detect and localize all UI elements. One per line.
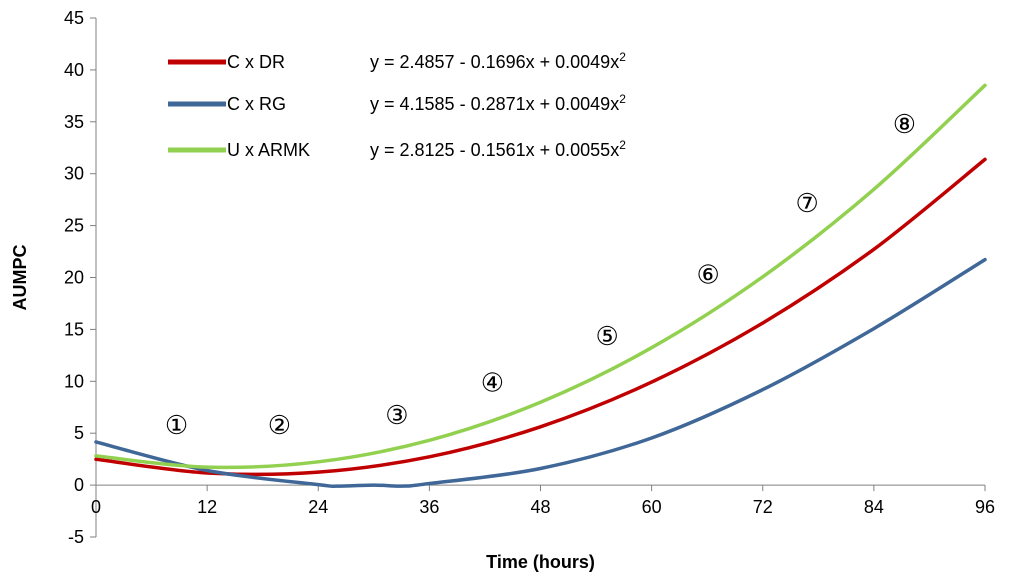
equation-exponent: 2 [619,92,626,106]
x-tick-label: 60 [642,497,662,517]
x-tick-label: 84 [864,497,884,517]
equation-exponent: 2 [619,138,626,152]
y-tick-label: -5 [68,527,84,547]
annotation-layer: ① ② ③ ④ ⑤ ⑥ ⑦ ⑧ [165,110,916,440]
annotation-marker-5: ⑤ [596,322,619,351]
y-axis-title: AUMPC [10,245,30,311]
legend: C x DR y = 2.4857 - 0.1696x + 0.0049x2 C x… [168,50,626,160]
x-tick-label: 48 [530,497,550,517]
x-tick-label: 72 [753,497,773,517]
annotation-marker-7: ⑦ [796,189,819,218]
equation-2: y = 4.1585 - 0.2871x + 0.0049x2 [370,92,626,114]
y-tick-label: 35 [64,112,84,132]
annotation-marker-4: ④ [481,369,504,398]
series-line-3 [94,83,987,470]
y-tick-label: 10 [64,371,84,391]
y-tick-label: 25 [64,216,84,236]
y-tick-label: 30 [64,164,84,184]
annotation-marker-3: ③ [385,401,408,430]
y-tick-label: 0 [74,475,84,495]
x-tick-label: 12 [197,497,217,517]
x-tick-label: 24 [308,497,328,517]
legend-label-3: U x ARMK [227,140,310,160]
annotation-marker-8: ⑧ [893,110,916,139]
annotation-marker-2: ② [268,411,291,440]
x-tick-label: 36 [419,497,439,517]
equation-1: y = 2.4857 - 0.1696x + 0.0049x2 [370,50,626,72]
x-tick-label: 96 [975,497,995,517]
y-tick-label: 5 [74,423,84,443]
legend-label-2: C x RG [227,94,286,114]
series-layer [94,83,987,489]
legend-label-1: C x DR [227,52,285,72]
y-tick-label: 40 [64,60,84,80]
x-tick-label: 0 [91,497,101,517]
equation-exponent: 2 [619,50,626,64]
series-line-2 [94,257,987,489]
y-tick-label: 20 [64,268,84,288]
y-tick-label: 45 [64,8,84,28]
y-tick-label: 15 [64,319,84,339]
axes: -5 0 5 10 15 20 25 30 35 40 45 0 12 24 36 48 60 72 84 96 [64,8,995,547]
equation-3: y = 2.8125 - 0.1561x + 0.0055x2 [370,138,626,160]
annotation-marker-1: ① [165,411,188,440]
x-axis-title: Time (hours) [486,552,595,572]
series-line-1 [94,157,987,477]
annotation-marker-6: ⑥ [696,261,719,290]
